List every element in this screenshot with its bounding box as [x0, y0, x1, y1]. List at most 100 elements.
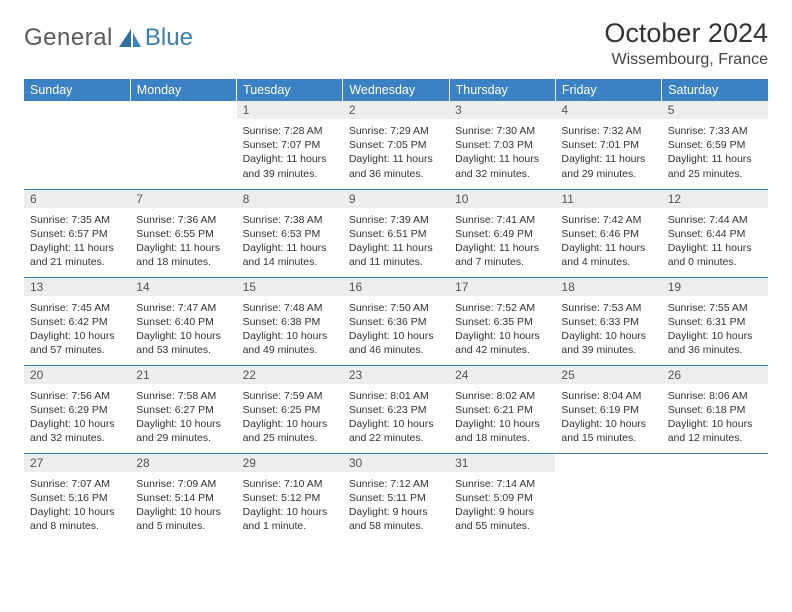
sunset-text: Sunset: 6:40 PM [136, 315, 230, 329]
day-info: Sunrise: 7:28 AMSunset: 7:07 PMDaylight:… [243, 124, 337, 181]
day-number: 26 [662, 366, 768, 384]
sunset-text: Sunset: 6:33 PM [561, 315, 655, 329]
brand-logo: General Blue [24, 24, 193, 52]
day-info: Sunrise: 7:56 AMSunset: 6:29 PMDaylight:… [30, 389, 124, 446]
calendar-day-cell: 3 Sunrise: 7:30 AMSunset: 7:03 PMDaylight… [449, 101, 555, 189]
day-info: Sunrise: 7:45 AMSunset: 6:42 PMDaylight:… [30, 301, 124, 358]
day-info: Sunrise: 7:44 AMSunset: 6:44 PMDaylight:… [668, 213, 762, 270]
daylight-text-2: and 7 minutes. [455, 255, 549, 269]
sunrise-text: Sunrise: 8:04 AM [561, 389, 655, 403]
sunrise-text: Sunrise: 7:53 AM [561, 301, 655, 315]
calendar-week-row: 27Sunrise: 7:07 AMSunset: 5:16 PMDayligh… [24, 453, 768, 541]
day-info: Sunrise: 8:04 AMSunset: 6:19 PMDaylight:… [561, 389, 655, 446]
calendar-week-row: 13 Sunrise: 7:45 AMSunset: 6:42 PMDayligh… [24, 277, 768, 365]
day-number: 1 [237, 101, 343, 119]
calendar-day-cell: 20Sunrise: 7:56 AMSunset: 6:29 PMDayligh… [24, 365, 130, 453]
calendar-day-cell: 28Sunrise: 7:09 AMSunset: 5:14 PMDayligh… [130, 453, 236, 541]
daylight-text-2: and 57 minutes. [30, 343, 124, 357]
daylight-text-2: and 32 minutes. [455, 167, 549, 181]
day-info: Sunrise: 7:39 AMSunset: 6:51 PMDaylight:… [349, 213, 443, 270]
sunset-text: Sunset: 6:51 PM [349, 227, 443, 241]
calendar-day-cell: 18Sunrise: 7:53 AMSunset: 6:33 PMDayligh… [555, 277, 661, 365]
sunset-text: Sunset: 6:42 PM [30, 315, 124, 329]
daylight-text-2: and 1 minute. [243, 519, 337, 533]
sunset-text: Sunset: 6:38 PM [243, 315, 337, 329]
day-info: Sunrise: 8:01 AMSunset: 6:23 PMDaylight:… [349, 389, 443, 446]
daylight-text-1: Daylight: 11 hours [136, 241, 230, 255]
day-info: Sunrise: 7:30 AMSunset: 7:03 PMDaylight:… [455, 124, 549, 181]
daylight-text-2: and 0 minutes. [668, 255, 762, 269]
sunrise-text: Sunrise: 8:02 AM [455, 389, 549, 403]
calendar-day-cell: 15Sunrise: 7:48 AMSunset: 6:38 PMDayligh… [237, 277, 343, 365]
daylight-text-2: and 5 minutes. [136, 519, 230, 533]
calendar-day-cell [24, 101, 130, 189]
calendar-week-row: 20Sunrise: 7:56 AMSunset: 6:29 PMDayligh… [24, 365, 768, 453]
daylight-text-2: and 22 minutes. [349, 431, 443, 445]
day-number: 30 [343, 454, 449, 472]
calendar-day-cell: 14Sunrise: 7:47 AMSunset: 6:40 PMDayligh… [130, 277, 236, 365]
sunrise-text: Sunrise: 8:01 AM [349, 389, 443, 403]
day-number: 28 [130, 454, 236, 472]
calendar-day-cell: 31Sunrise: 7:14 AMSunset: 5:09 PMDayligh… [449, 453, 555, 541]
sunset-text: Sunset: 6:27 PM [136, 403, 230, 417]
sunrise-text: Sunrise: 7:42 AM [561, 213, 655, 227]
day-info: Sunrise: 7:48 AMSunset: 6:38 PMDaylight:… [243, 301, 337, 358]
sunset-text: Sunset: 7:05 PM [349, 138, 443, 152]
calendar-day-cell: 29Sunrise: 7:10 AMSunset: 5:12 PMDayligh… [237, 453, 343, 541]
calendar-day-cell: 19Sunrise: 7:55 AMSunset: 6:31 PMDayligh… [662, 277, 768, 365]
day-info: Sunrise: 7:52 AMSunset: 6:35 PMDaylight:… [455, 301, 549, 358]
title-block: October 2024 Wissembourg, France [604, 18, 768, 69]
weekday-header: Friday [555, 79, 661, 101]
day-number: 22 [237, 366, 343, 384]
sunset-text: Sunset: 6:46 PM [561, 227, 655, 241]
day-number: 7 [130, 190, 236, 208]
daylight-text-1: Daylight: 10 hours [243, 505, 337, 519]
daylight-text-2: and 46 minutes. [349, 343, 443, 357]
calendar-day-cell: 6Sunrise: 7:35 AMSunset: 6:57 PMDaylight… [24, 189, 130, 277]
calendar-day-cell: 30Sunrise: 7:12 AMSunset: 5:11 PMDayligh… [343, 453, 449, 541]
day-number: 17 [449, 278, 555, 296]
sunrise-text: Sunrise: 7:38 AM [243, 213, 337, 227]
calendar-day-cell: 27Sunrise: 7:07 AMSunset: 5:16 PMDayligh… [24, 453, 130, 541]
sunset-text: Sunset: 5:11 PM [349, 491, 443, 505]
calendar-day-cell: 12Sunrise: 7:44 AMSunset: 6:44 PMDayligh… [662, 189, 768, 277]
daylight-text-2: and 32 minutes. [30, 431, 124, 445]
sunset-text: Sunset: 6:55 PM [136, 227, 230, 241]
daylight-text-1: Daylight: 10 hours [30, 417, 124, 431]
daylight-text-1: Daylight: 10 hours [668, 417, 762, 431]
daylight-text-1: Daylight: 10 hours [668, 329, 762, 343]
sunrise-text: Sunrise: 7:07 AM [30, 477, 124, 491]
sunrise-text: Sunrise: 7:55 AM [668, 301, 762, 315]
sunrise-text: Sunrise: 7:14 AM [455, 477, 549, 491]
calendar-day-cell: 21Sunrise: 7:58 AMSunset: 6:27 PMDayligh… [130, 365, 236, 453]
day-info: Sunrise: 8:02 AMSunset: 6:21 PMDaylight:… [455, 389, 549, 446]
day-number: 13 [24, 278, 130, 296]
day-number: 9 [343, 190, 449, 208]
sunrise-text: Sunrise: 7:52 AM [455, 301, 549, 315]
calendar-day-cell: 24Sunrise: 8:02 AMSunset: 6:21 PMDayligh… [449, 365, 555, 453]
sunset-text: Sunset: 6:44 PM [668, 227, 762, 241]
sunrise-text: Sunrise: 7:09 AM [136, 477, 230, 491]
day-number: 14 [130, 278, 236, 296]
day-number: 6 [24, 190, 130, 208]
weekday-header-row: Sunday Monday Tuesday Wednesday Thursday… [24, 79, 768, 101]
daylight-text-1: Daylight: 10 hours [136, 417, 230, 431]
daylight-text-1: Daylight: 10 hours [349, 417, 443, 431]
daylight-text-2: and 15 minutes. [561, 431, 655, 445]
day-number: 3 [449, 101, 555, 119]
day-info: Sunrise: 7:58 AMSunset: 6:27 PMDaylight:… [136, 389, 230, 446]
calendar-day-cell: 9 Sunrise: 7:39 AMSunset: 6:51 PMDaylight… [343, 189, 449, 277]
sunset-text: Sunset: 7:07 PM [243, 138, 337, 152]
sunrise-text: Sunrise: 7:12 AM [349, 477, 443, 491]
day-number: 8 [237, 190, 343, 208]
day-info: Sunrise: 7:50 AMSunset: 6:36 PMDaylight:… [349, 301, 443, 358]
daylight-text-1: Daylight: 9 hours [455, 505, 549, 519]
daylight-text-2: and 8 minutes. [30, 519, 124, 533]
daylight-text-2: and 39 minutes. [561, 343, 655, 357]
page-header: General Blue October 2024 Wissembourg, F… [24, 18, 768, 69]
brand-text-1: General [24, 24, 113, 52]
daylight-text-2: and 4 minutes. [561, 255, 655, 269]
daylight-text-2: and 14 minutes. [243, 255, 337, 269]
daylight-text-2: and 11 minutes. [349, 255, 443, 269]
daylight-text-2: and 29 minutes. [136, 431, 230, 445]
